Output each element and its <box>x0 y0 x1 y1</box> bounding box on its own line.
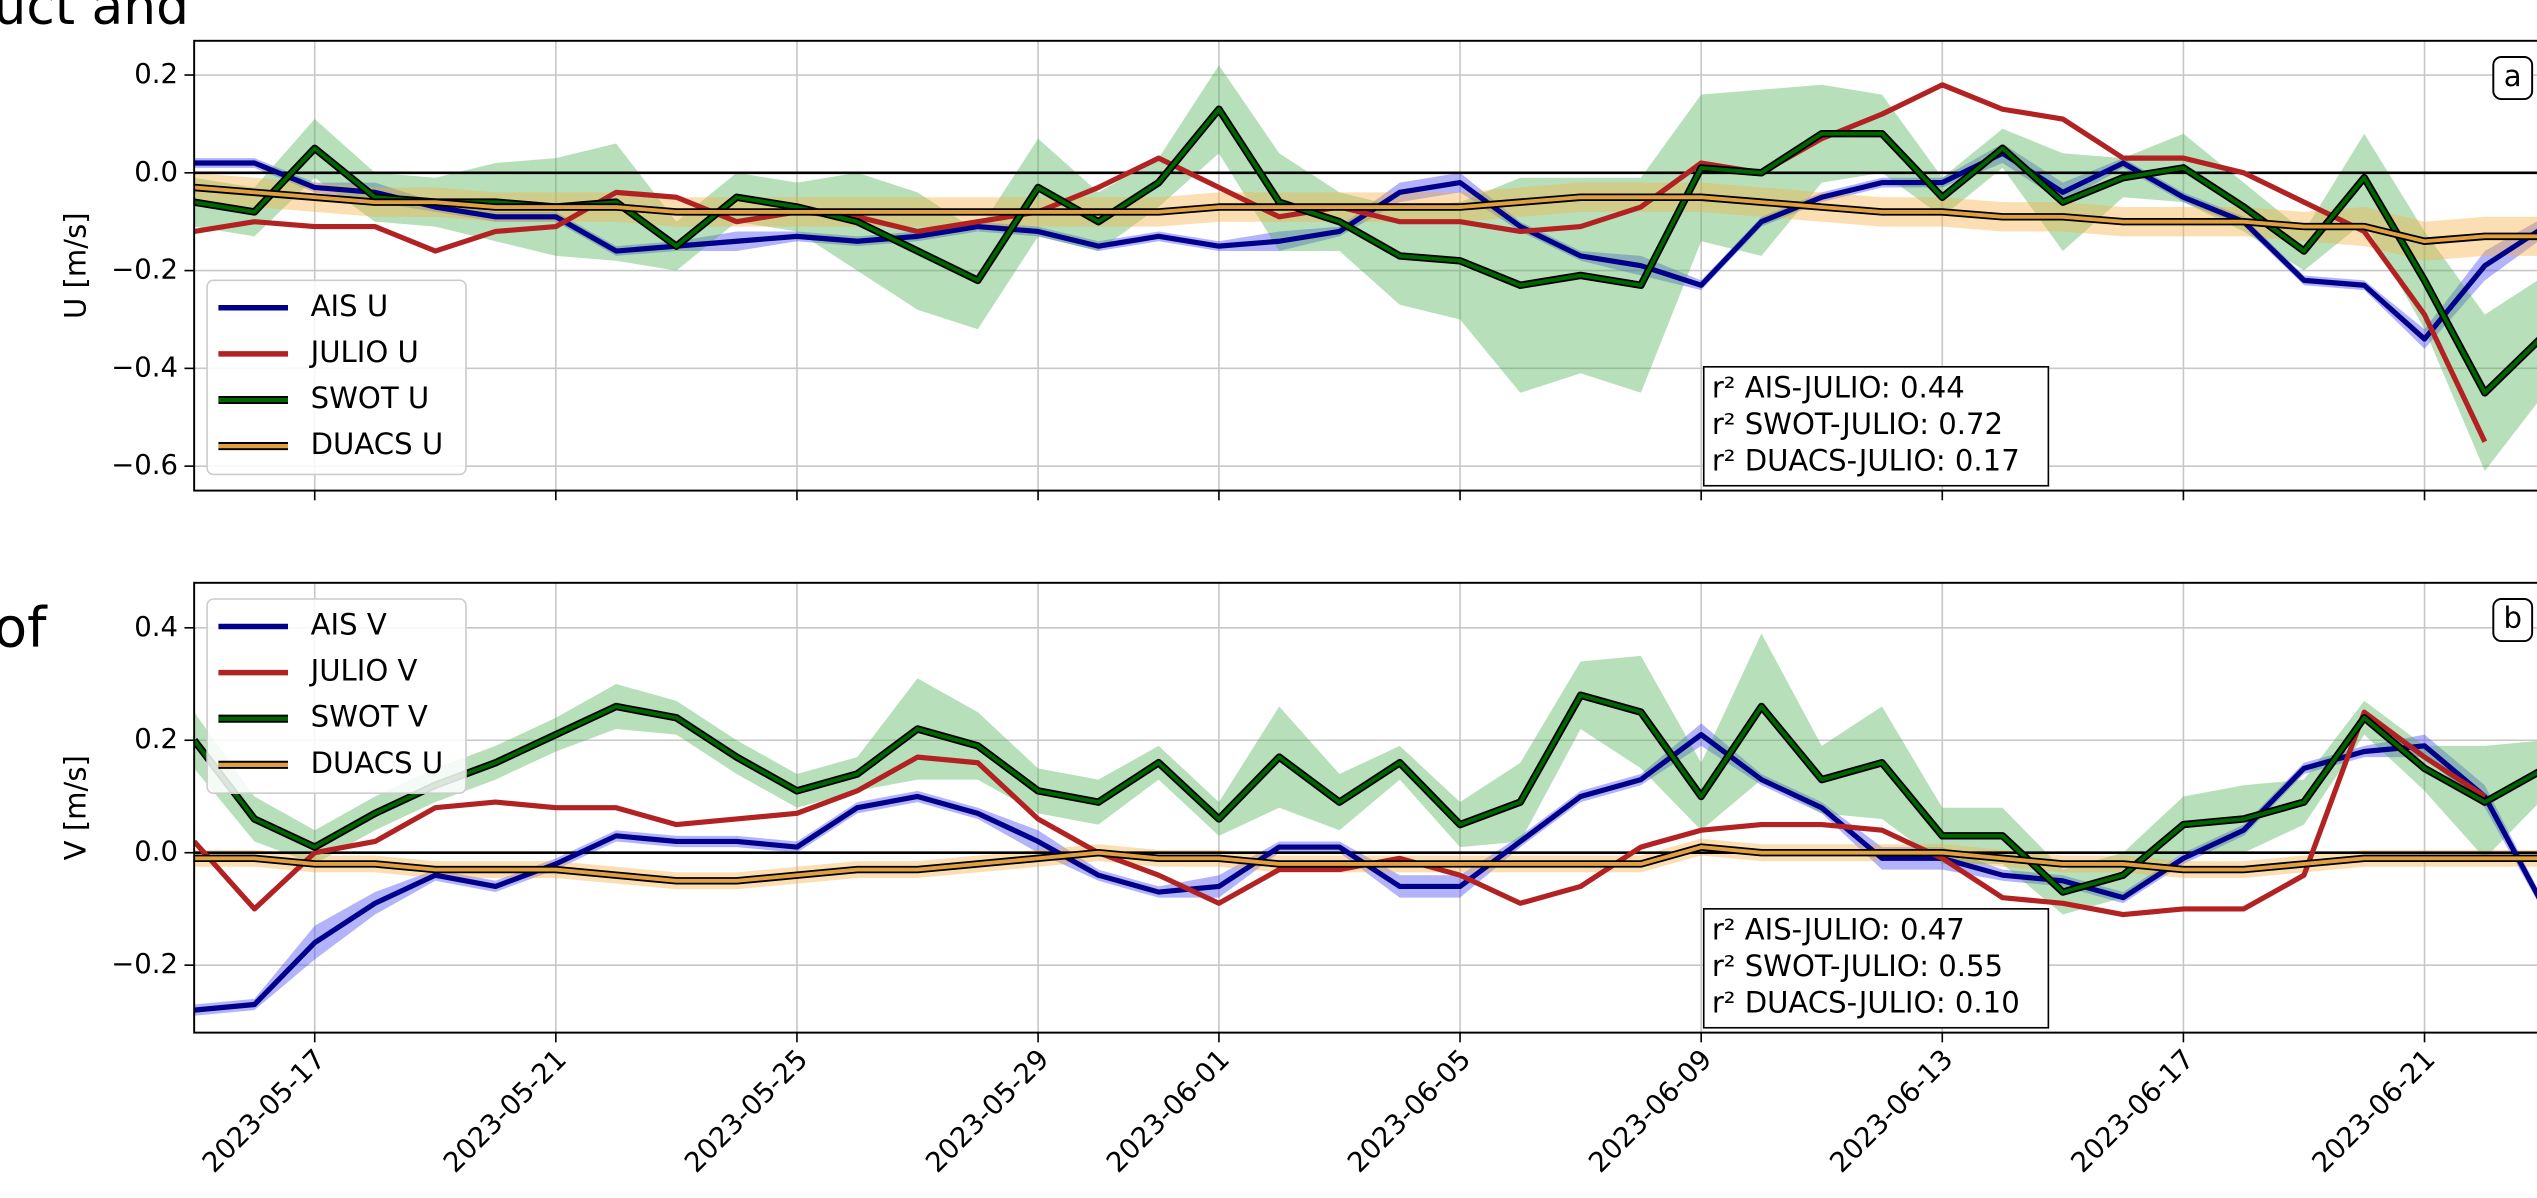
stats-text: r² DUACS-JULIO: 0.17 <box>1712 443 2020 477</box>
error-band <box>194 633 2537 915</box>
axes-frame <box>193 39 2537 492</box>
stats-text: r² AIS-JULIO: 0.44 <box>1712 370 1965 404</box>
stats-box <box>1702 366 2050 487</box>
axes-frame <box>193 581 2537 1034</box>
legend-label: JULIO V <box>309 654 418 688</box>
panel-label: a <box>2504 59 2522 93</box>
series-line <box>194 845 2537 883</box>
series-line <box>194 693 2537 894</box>
legend-label: SWOT V <box>311 700 428 734</box>
y-tick-label: 0.0 <box>134 156 178 188</box>
panel-label-box <box>2492 56 2534 101</box>
plot-area <box>194 582 2537 1033</box>
error-band <box>194 723 2537 1016</box>
legend-box <box>206 279 467 476</box>
legend-box <box>206 598 467 794</box>
stats-text: r² DUACS-JULIO: 0.10 <box>1712 985 2020 1019</box>
stats-text: r² SWOT-JULIO: 0.55 <box>1712 949 2003 983</box>
stats-box <box>1702 908 2050 1029</box>
stats-text: r² AIS-JULIO: 0.47 <box>1712 912 1965 946</box>
y-tick-label: 0.0 <box>134 836 178 868</box>
legend-label: AIS U <box>311 289 389 323</box>
stats-text: r² SWOT-JULIO: 0.72 <box>1712 407 2003 441</box>
caption-fragment: uct and <box>0 0 189 37</box>
series-line <box>194 709 2487 918</box>
y-axis-label: V [m/s] <box>59 755 93 860</box>
y-tick-label: −0.4 <box>111 351 178 383</box>
panel-label-box <box>2492 598 2534 643</box>
legend-label: JULIO U <box>309 335 419 369</box>
caption-fragment: of <box>0 596 48 660</box>
legend-label: AIS V <box>311 608 387 642</box>
legend-label: SWOT U <box>311 381 430 415</box>
legend-label: DUACS U <box>311 427 444 461</box>
panel-label: b <box>2503 601 2521 635</box>
series-line <box>194 185 2537 244</box>
y-tick-label: −0.2 <box>111 948 178 980</box>
y-tick-label: 0.4 <box>134 611 178 643</box>
y-tick-label: −0.6 <box>111 449 178 481</box>
y-axis-label: U [m/s] <box>59 212 93 319</box>
y-tick-label: −0.2 <box>111 254 178 286</box>
legend-label: DUACS U <box>311 746 444 780</box>
error-band <box>194 65 2537 472</box>
y-tick-label: 0.2 <box>134 58 178 90</box>
plot-area <box>194 40 2537 491</box>
y-tick-label: 0.2 <box>134 723 178 755</box>
